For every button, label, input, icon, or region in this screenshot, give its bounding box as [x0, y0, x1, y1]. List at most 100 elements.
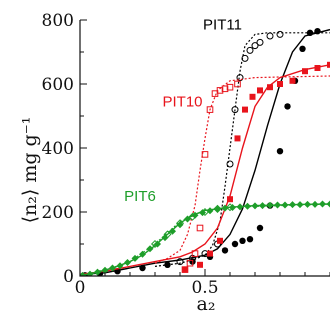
- data-point-pit10: [289, 77, 296, 84]
- data-point-pit11: [231, 240, 239, 248]
- series-label-pit6: PIT6: [124, 188, 156, 205]
- x-tick-label: 0: [75, 278, 86, 298]
- data-point-pit6: [191, 211, 199, 219]
- data-point-pit10: [267, 84, 273, 91]
- data-point-pit6: [124, 259, 131, 267]
- data-point-open-pit6: [213, 204, 222, 213]
- data-point-pit6: [289, 201, 296, 209]
- data-point-pit11: [221, 247, 229, 254]
- data-point-pit6: [176, 221, 184, 229]
- data-point-pit6: [116, 262, 124, 270]
- data-point-open-pit11: [246, 46, 254, 54]
- data-point-pit6: [266, 201, 274, 209]
- data-point-pit6: [101, 266, 109, 274]
- data-point-open-pit11: [256, 38, 264, 46]
- data-point-open-pit6: [200, 207, 210, 217]
- y-tick-label: 0: [63, 267, 74, 287]
- data-point-open-pit11: [251, 42, 259, 50]
- data-point-pit11: [314, 28, 321, 35]
- data-point-pit6: [169, 227, 176, 235]
- data-point-pit10: [217, 237, 223, 244]
- data-point-pit6: [236, 203, 244, 211]
- data-point-pit6: [319, 200, 326, 208]
- data-point-open-pit10: [201, 151, 209, 158]
- data-point-pit11: [306, 29, 314, 36]
- y-tick-label: 800: [42, 11, 74, 31]
- y-tick-label: 400: [42, 139, 74, 159]
- data-point-pit11: [299, 45, 306, 52]
- data-point-pit11: [276, 148, 284, 155]
- data-point-pit6: [146, 245, 154, 253]
- axis-frame: [79, 20, 330, 277]
- data-point-pit6: [296, 201, 304, 209]
- data-point-pit6: [86, 270, 94, 276]
- fit-line-pit10: [80, 64, 330, 276]
- data-point-pit10: [207, 250, 213, 257]
- axes-layer: 0 200 400 600 800 0 0.5: [42, 11, 330, 298]
- data-point-open-pit6: [175, 219, 185, 228]
- y-tick-label: 200: [42, 203, 74, 223]
- data-point-open-pit11: [276, 30, 284, 38]
- data-point-pit6: [274, 201, 281, 209]
- data-point-pit10: [234, 135, 241, 142]
- data-point-pit6: [80, 271, 86, 276]
- data-point-open-pit11: [226, 160, 234, 168]
- series-label-pit11: PIT11: [203, 17, 242, 34]
- data-point-open-pit10: [221, 85, 229, 93]
- series-label-pit10: PIT10: [162, 93, 202, 110]
- x-axis-title: a₂: [197, 293, 216, 315]
- data-point-open-pit10: [226, 83, 234, 91]
- data-point-open-pit11: [231, 106, 239, 114]
- data-point-pit10: [314, 65, 321, 71]
- plot-layer: PIT11 PIT10 PIT6: [80, 17, 330, 276]
- data-point-pit6: [281, 201, 289, 209]
- data-point-pit6: [326, 200, 330, 208]
- x-tick-label: 0.5: [191, 278, 218, 298]
- data-point-pit11: [164, 261, 171, 268]
- y-axis-title: ⟨n₂⟩ mg g⁻¹: [19, 117, 41, 224]
- data-point-open-pit6: [163, 230, 172, 239]
- data-point-pit10: [182, 266, 188, 273]
- data-point-pit6: [131, 254, 139, 262]
- data-point-open-pit11: [176, 258, 184, 266]
- data-point-pit11: [284, 103, 291, 110]
- data-point-open-pit10: [186, 259, 194, 267]
- data-point-open-pit6: [225, 203, 235, 212]
- data-point-open-pit10: [216, 87, 224, 94]
- data-point-pit6: [94, 268, 101, 276]
- data-point-pit6: [304, 200, 311, 208]
- data-point-open-pit10: [191, 250, 199, 257]
- data-point-pit11: [239, 237, 246, 244]
- data-point-pit11: [256, 224, 264, 232]
- data-point-pit10: [197, 261, 203, 268]
- data-point-pit6: [251, 202, 259, 210]
- data-point-pit11: [139, 264, 146, 272]
- data-point-pit10: [277, 81, 283, 87]
- data-point-pit10: [257, 87, 263, 94]
- data-point-pit6: [259, 202, 266, 210]
- data-point-pit10: [249, 93, 256, 100]
- data-point-open-pit10: [181, 266, 189, 273]
- data-point-open-pit10: [196, 224, 204, 232]
- data-point-open-pit10: [234, 80, 241, 88]
- fit-line-pit11: [80, 28, 330, 276]
- data-point-open-pit11: [266, 32, 274, 40]
- data-point-pit10: [242, 106, 248, 113]
- data-point-pit11: [246, 236, 254, 243]
- data-point-open-pit11: [241, 54, 249, 62]
- data-point-pit6: [109, 264, 116, 272]
- data-point-pit6: [221, 204, 229, 212]
- data-point-open-pit11: [236, 74, 244, 82]
- data-point-pit10: [302, 68, 308, 75]
- plot-area: [80, 28, 330, 276]
- data-point-pit6: [139, 250, 146, 258]
- data-point-open-pit6: [188, 212, 197, 221]
- data-point-pit6: [244, 202, 251, 210]
- data-point-open-pit10: [206, 106, 214, 113]
- data-point-pit10: [327, 61, 330, 68]
- data-point-pit6: [311, 200, 319, 208]
- data-point-pit6: [161, 234, 169, 242]
- data-point-open-pit6: [150, 239, 160, 249]
- data-point-pit6: [154, 240, 161, 248]
